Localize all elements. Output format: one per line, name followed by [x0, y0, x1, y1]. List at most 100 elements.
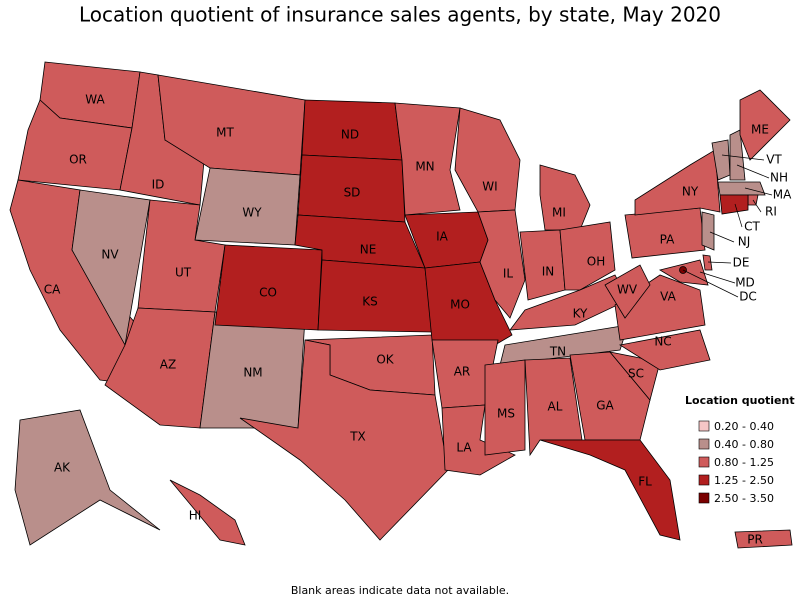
- leader-line: [734, 203, 743, 228]
- state-shape: [539, 439, 681, 541]
- state-shape: [717, 181, 766, 196]
- state-label: MA: [773, 188, 792, 202]
- state-shape: [454, 107, 521, 213]
- state-label: SD: [344, 186, 361, 200]
- state-label: AK: [54, 461, 71, 475]
- state-label: GA: [596, 399, 614, 413]
- state-label: OK: [376, 353, 394, 367]
- state-label: HI: [189, 509, 202, 523]
- state-label: MI: [552, 206, 566, 220]
- state-label: WV: [617, 283, 638, 297]
- state-label: RI: [765, 205, 777, 219]
- state-label: WI: [482, 180, 497, 194]
- legend-label: 0.40 - 0.80: [714, 438, 774, 451]
- state-label: PR: [747, 533, 763, 547]
- state-label: ME: [751, 123, 769, 137]
- state-shape: [729, 129, 746, 181]
- state-shape: [702, 254, 713, 271]
- state-label: CT: [744, 220, 760, 234]
- state-label: VT: [766, 153, 782, 167]
- state-label: IL: [503, 267, 514, 281]
- leader-line: [752, 199, 762, 213]
- state-shape: [539, 164, 591, 231]
- state-label: FL: [638, 475, 652, 489]
- state-shape: [634, 149, 721, 216]
- state-label: AR: [454, 365, 471, 379]
- state-label: MD: [735, 276, 755, 290]
- state-shape: [569, 351, 651, 441]
- state-label: PA: [660, 233, 675, 247]
- state-label: NC: [654, 335, 671, 349]
- state-label: MS: [497, 407, 515, 421]
- leader-line: [707, 261, 732, 264]
- legend-swatch: [698, 474, 710, 486]
- state-label: OH: [587, 255, 605, 269]
- state-label: NE: [360, 243, 377, 257]
- state-label: NH: [770, 171, 788, 185]
- legend-swatch: [698, 492, 710, 504]
- leader-line: [721, 154, 765, 161]
- state-label: OR: [69, 153, 87, 167]
- state-label: IN: [542, 265, 555, 279]
- state-label: CO: [259, 286, 277, 300]
- state-shape: [559, 221, 616, 291]
- state-label: ID: [152, 178, 165, 192]
- leader-line: [699, 271, 736, 284]
- state-label: MO: [450, 298, 470, 312]
- state-label: TX: [349, 430, 366, 444]
- footnote: Blank areas indicate data not available.: [291, 584, 509, 597]
- state-label: NM: [243, 366, 262, 380]
- state-label: DE: [733, 256, 750, 270]
- state-shape: [618, 329, 711, 371]
- state-label: MT: [216, 126, 234, 140]
- leader-line: [709, 231, 735, 243]
- state-shape: [719, 194, 749, 215]
- leader-line: [682, 269, 739, 298]
- legend: 0.20 - 0.40 0.40 - 0.80 0.80 - 1.25 1.25 - …: [698, 420, 774, 505]
- state-label: NY: [682, 185, 699, 199]
- state-shape: [604, 264, 651, 319]
- state-shape: [739, 89, 791, 161]
- state-label: AZ: [160, 358, 176, 372]
- state-label: LA: [456, 441, 472, 455]
- legend-swatch: [698, 456, 710, 468]
- state-label: KS: [362, 295, 378, 309]
- state-label: IA: [436, 230, 449, 244]
- state-shape: [608, 351, 661, 401]
- state-label: MN: [415, 160, 434, 174]
- state-shape: [499, 324, 629, 366]
- state-label: KY: [573, 307, 588, 321]
- legend-swatch: [698, 420, 710, 432]
- legend-label: 2.50 - 3.50: [714, 492, 774, 505]
- state-label: VA: [660, 290, 676, 304]
- legend-swatch: [698, 438, 710, 450]
- state-label: SC: [628, 367, 644, 381]
- state-shape: [734, 529, 793, 549]
- leader-line: [736, 164, 770, 179]
- states: [9, 61, 793, 549]
- state-shape: [169, 479, 246, 546]
- map-title: Location quotient of insurance sales age…: [79, 3, 721, 27]
- state-label: TN: [549, 345, 566, 359]
- state-labels: WA OR CA NV ID MT WY UT AZ NM CO ND SD NE KS OK TX MN IA MO…: [44, 93, 792, 547]
- state-label: NJ: [738, 235, 751, 249]
- legend-label: 0.20 - 0.40: [714, 420, 774, 433]
- state-shape: [14, 409, 161, 546]
- state-label: WY: [242, 206, 262, 220]
- state-shape: [701, 211, 715, 251]
- state-shape: [484, 359, 526, 456]
- legend-label: 1.25 - 2.50: [714, 474, 774, 487]
- state-label: NV: [101, 248, 119, 262]
- state-label: AL: [548, 400, 563, 414]
- legend-label: 0.80 - 1.25: [714, 456, 774, 469]
- leader-line: [744, 187, 773, 196]
- legend-title: Location quotient: [685, 394, 795, 407]
- state-shape: [477, 209, 526, 319]
- state-label: DC: [739, 290, 757, 304]
- state-label: WA: [85, 93, 105, 107]
- state-label: CA: [44, 283, 61, 297]
- state-shape: [239, 339, 449, 541]
- state-label: ND: [341, 128, 359, 142]
- state-label: UT: [175, 266, 192, 280]
